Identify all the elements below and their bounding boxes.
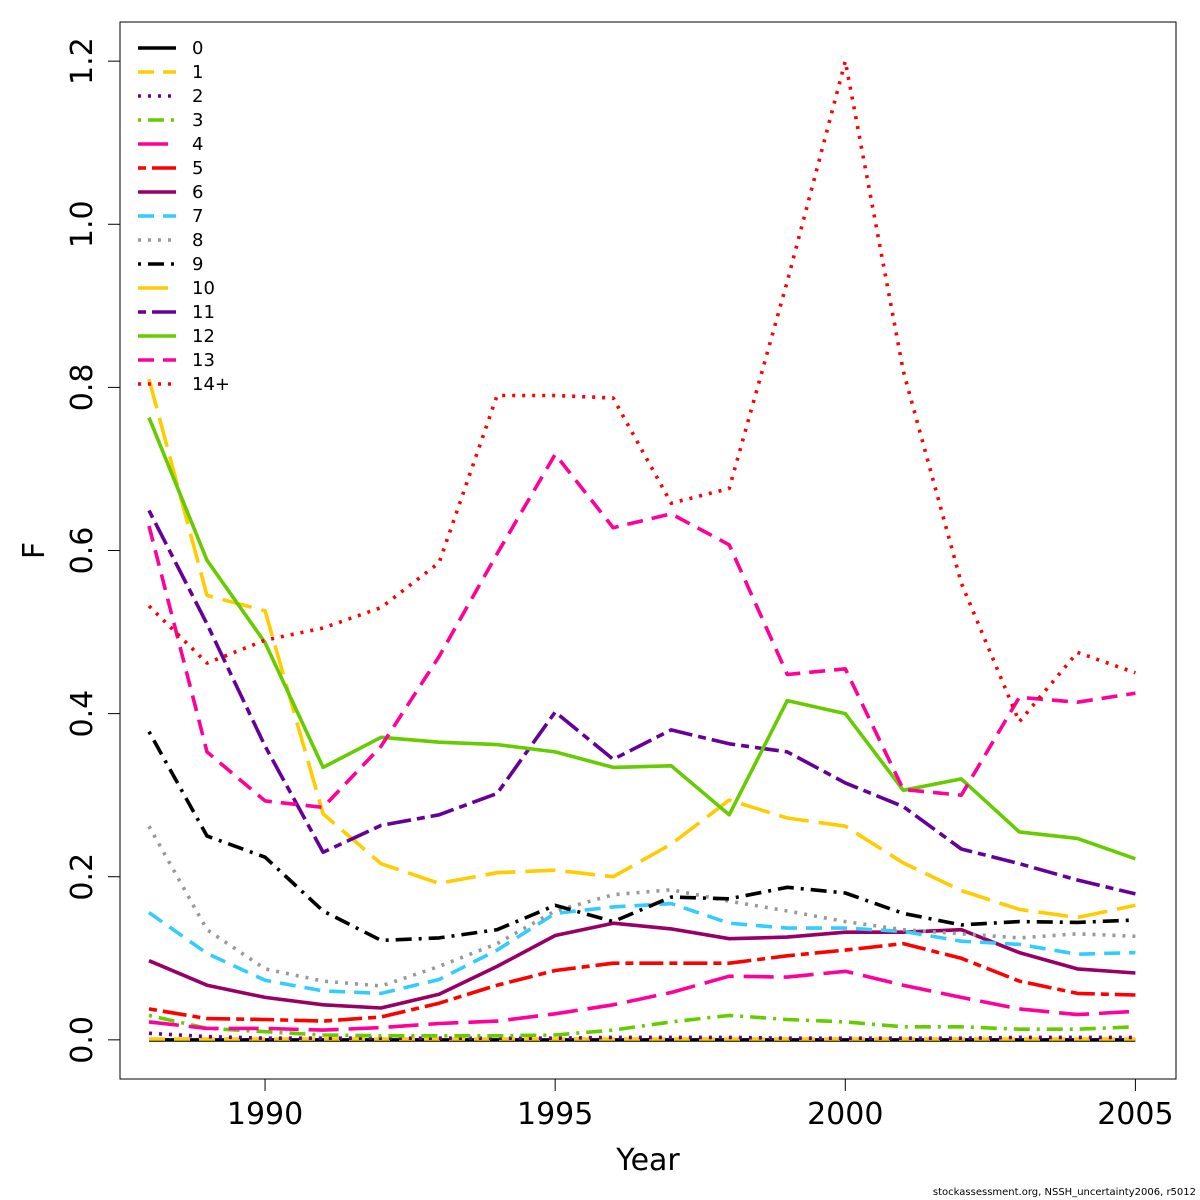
legend-label: 3 [192, 110, 203, 131]
y-axis: 0.0 0.2 0.4 0.6 0.8 1.0 1.2 [65, 37, 120, 1064]
series-line-14plus [147, 59, 1136, 724]
x-tick-label: 2005 [1097, 1097, 1173, 1132]
series-layer [147, 59, 1136, 1042]
x-tick-label: 2000 [807, 1097, 883, 1132]
y-tick-label: 0.6 [65, 527, 100, 575]
y-axis-label: F [17, 542, 52, 559]
x-tick-label: 1995 [517, 1097, 593, 1132]
y-tick-label: 1.2 [65, 37, 100, 85]
legend-label: 14+ [192, 374, 230, 395]
legend-label: 0 [192, 38, 203, 59]
series-line-2 [148, 1031, 1136, 1040]
legend-label: 6 [192, 182, 203, 203]
series-line-9 [147, 730, 1136, 943]
y-tick-label: 0.8 [65, 364, 100, 412]
x-axis-label: Year [615, 1143, 680, 1178]
y-tick-label: 0.2 [65, 853, 100, 901]
y-tick-label: 0.4 [65, 690, 100, 738]
series-line-10 [147, 378, 1136, 920]
footer-caption: stockassessment.org, NSSH_uncertainty200… [932, 1187, 1196, 1198]
legend-label: 8 [192, 230, 203, 251]
y-tick-label: 0.0 [65, 1016, 100, 1064]
x-axis: 1990 1995 2000 2005 [227, 1079, 1174, 1132]
series-line-13 [147, 452, 1136, 810]
legend-label: 5 [192, 158, 203, 179]
y-tick-label: 1.0 [65, 200, 100, 248]
series-line-7 [147, 901, 1136, 996]
series-line-3 [148, 1013, 1136, 1038]
legend-label: 9 [192, 254, 203, 275]
series-line-5 [148, 941, 1136, 1023]
legend-label: 7 [192, 206, 203, 227]
legend-label: 13 [192, 350, 215, 371]
series-line-4 [148, 969, 1136, 1032]
legend-label: 12 [192, 326, 215, 347]
series-line-12 [147, 416, 1136, 861]
legend-label: 10 [192, 278, 215, 299]
legend-label: 11 [192, 302, 215, 323]
legend-label: 4 [192, 134, 203, 155]
series-line-11 [147, 509, 1136, 896]
legend-label: 1 [192, 62, 203, 83]
x-tick-label: 1990 [227, 1097, 303, 1132]
series-line-6 [148, 921, 1136, 1010]
legend-label: 2 [192, 86, 203, 107]
